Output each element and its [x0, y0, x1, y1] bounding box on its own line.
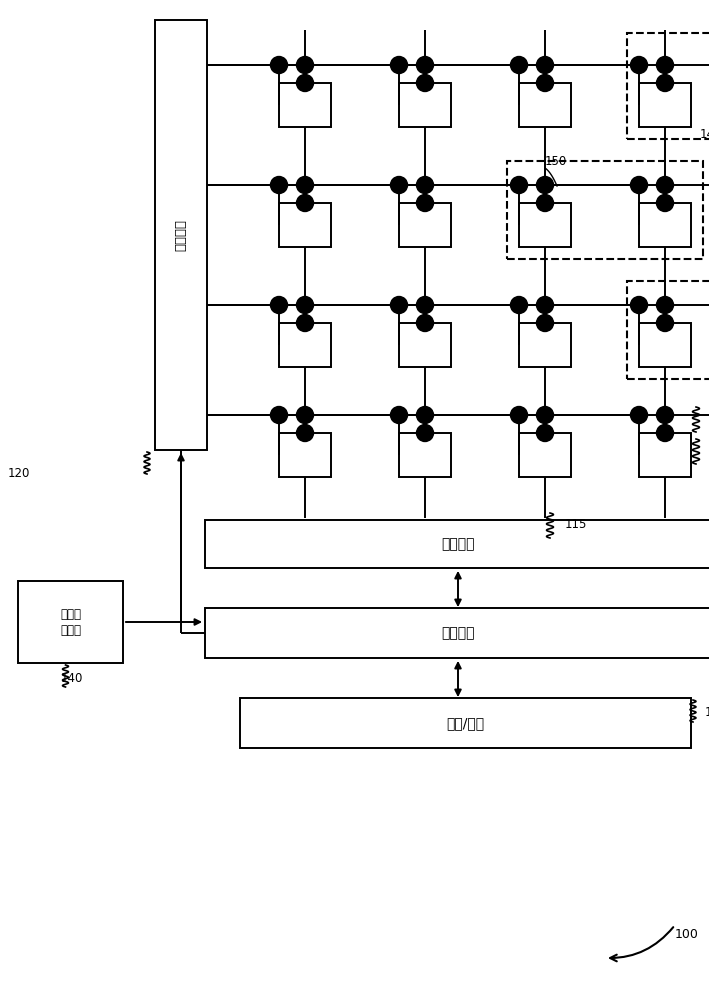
Circle shape: [657, 406, 674, 424]
Circle shape: [271, 176, 288, 194]
Circle shape: [630, 406, 647, 424]
Bar: [399, 433, 451, 477]
Text: 115: 115: [565, 518, 587, 532]
Circle shape: [657, 194, 674, 212]
Bar: [205, 608, 709, 658]
Circle shape: [510, 406, 527, 424]
Bar: [519, 433, 571, 477]
Circle shape: [296, 314, 313, 332]
Text: 列解码器: 列解码器: [441, 626, 475, 640]
Circle shape: [296, 424, 313, 442]
Circle shape: [296, 194, 313, 212]
Bar: [627, 33, 709, 139]
Bar: [18, 581, 123, 663]
Circle shape: [657, 75, 674, 92]
Circle shape: [537, 56, 554, 74]
Circle shape: [630, 56, 647, 74]
Circle shape: [391, 296, 408, 314]
Text: 100: 100: [675, 928, 699, 942]
Circle shape: [537, 314, 554, 332]
Circle shape: [391, 56, 408, 74]
Circle shape: [537, 424, 554, 442]
Text: 存储器
控制器: 存储器 控制器: [60, 607, 81, 637]
Circle shape: [657, 296, 674, 314]
Text: 行解码器: 行解码器: [174, 219, 187, 251]
Circle shape: [296, 75, 313, 92]
Bar: [507, 161, 703, 259]
Text: 120: 120: [8, 467, 30, 480]
Bar: [279, 203, 331, 247]
Bar: [279, 83, 331, 127]
Bar: [639, 323, 691, 367]
Circle shape: [416, 296, 433, 314]
Bar: [519, 323, 571, 367]
Bar: [279, 433, 331, 477]
Bar: [627, 281, 709, 379]
Circle shape: [416, 194, 433, 212]
Circle shape: [416, 56, 433, 74]
Circle shape: [657, 314, 674, 332]
Text: 150: 150: [545, 155, 567, 168]
Bar: [639, 83, 691, 127]
Circle shape: [271, 406, 288, 424]
Circle shape: [657, 176, 674, 194]
Bar: [399, 323, 451, 367]
Circle shape: [296, 296, 313, 314]
Text: 135: 135: [705, 706, 709, 718]
Bar: [155, 20, 207, 450]
Circle shape: [630, 176, 647, 194]
Circle shape: [416, 75, 433, 92]
Bar: [399, 83, 451, 127]
Circle shape: [416, 314, 433, 332]
Text: 140: 140: [60, 672, 83, 686]
Circle shape: [271, 56, 288, 74]
Text: 输入/输出: 输入/输出: [447, 716, 484, 730]
Circle shape: [510, 296, 527, 314]
Circle shape: [537, 176, 554, 194]
Circle shape: [416, 176, 433, 194]
Bar: [639, 203, 691, 247]
Bar: [279, 323, 331, 367]
Circle shape: [537, 296, 554, 314]
Circle shape: [416, 424, 433, 442]
Circle shape: [537, 194, 554, 212]
Circle shape: [510, 56, 527, 74]
Circle shape: [271, 296, 288, 314]
Circle shape: [416, 406, 433, 424]
Bar: [399, 203, 451, 247]
Circle shape: [391, 406, 408, 424]
Circle shape: [537, 75, 554, 92]
Bar: [519, 83, 571, 127]
Text: 145: 145: [700, 128, 709, 141]
Bar: [519, 203, 571, 247]
Bar: [240, 698, 691, 748]
Circle shape: [657, 424, 674, 442]
Bar: [205, 520, 709, 568]
Circle shape: [630, 296, 647, 314]
Circle shape: [296, 406, 313, 424]
Circle shape: [391, 176, 408, 194]
Bar: [639, 433, 691, 477]
Circle shape: [510, 176, 527, 194]
Text: 感测组件: 感测组件: [441, 537, 475, 551]
Circle shape: [296, 176, 313, 194]
Circle shape: [537, 406, 554, 424]
Circle shape: [296, 56, 313, 74]
Circle shape: [657, 56, 674, 74]
